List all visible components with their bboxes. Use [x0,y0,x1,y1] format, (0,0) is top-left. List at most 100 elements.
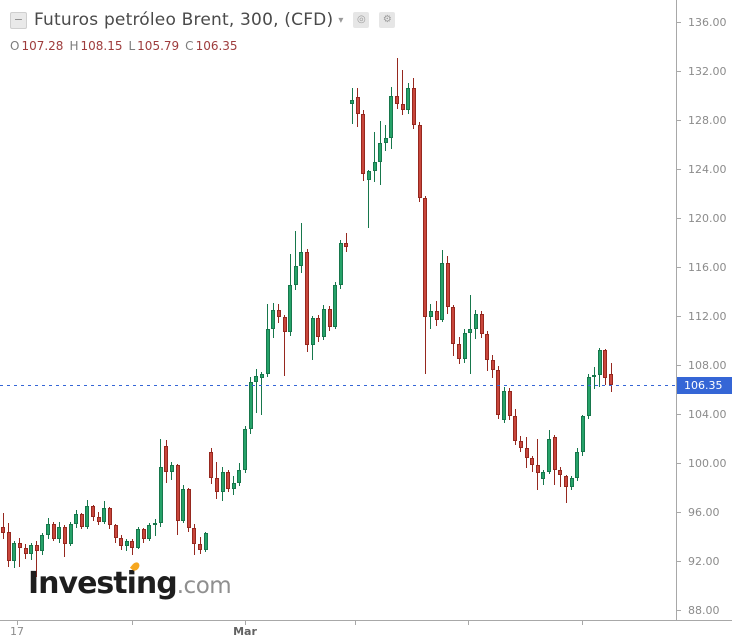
candle-up [124,541,129,547]
price-axis-tick [677,71,681,72]
candle-down [490,360,495,370]
investing-logo: Investing .com [28,560,232,601]
candle-wick [261,372,263,416]
candle-down [198,543,203,550]
price-axis-label: 108.00 [688,359,727,372]
candle-down [119,537,124,547]
candle-up [40,535,45,552]
low-value: L 105.79 [128,39,180,53]
candle-down [513,416,518,441]
price-axis-label: 112.00 [688,310,727,323]
price-axis-tick [677,316,681,317]
candle-up [440,263,445,320]
candle-up [569,477,574,488]
candle-up [293,265,298,286]
candle-down [186,488,191,528]
candle-down [51,524,56,539]
candle-down [276,309,281,318]
price-axis-tick [677,414,681,415]
candle-down [518,440,523,449]
price-axis-label: 132.00 [688,65,727,78]
candle-down [451,307,456,345]
candle-up [169,465,174,472]
candle-up [468,329,473,334]
price-axis-label: 92.00 [688,555,720,568]
gear-icon[interactable]: ⚙ [379,12,396,28]
candle-down [395,95,400,105]
candle-down [175,465,180,521]
price-axis-label: 120.00 [688,212,727,225]
candle-up [575,451,580,478]
candlestick-plot[interactable] [0,0,676,620]
candle-down [226,471,231,489]
candle-up [158,466,163,524]
candle-up [378,143,383,162]
candle-up [462,333,467,359]
candle-down [361,113,366,174]
last-price-line [0,385,676,386]
candle-up [147,525,152,539]
candle-up [502,390,507,421]
candle-up [153,523,157,526]
candle-up [406,88,411,111]
candle-down [344,242,349,248]
candle-up [547,438,552,472]
candle-wick [2,513,4,539]
candle-down [192,527,197,544]
candle-up [46,524,51,536]
candle-down [316,318,321,337]
candle-up [248,382,253,429]
candle-up [271,309,276,330]
candle-down [558,470,563,476]
candle-wick [36,541,38,577]
candle-wick [385,124,387,151]
candle-up [102,508,107,522]
price-axis-tick [677,169,681,170]
candle-up [85,505,90,527]
candle-up [57,526,62,539]
candle-down [91,505,96,517]
candle-wick [396,57,398,109]
candle-down [6,531,11,561]
logo-suffix-text: .com [176,573,232,599]
price-axis-tick [677,365,681,366]
candle-down [34,545,39,552]
candle-up [321,308,326,337]
candle-up [580,416,585,452]
logo-brand-text: Investing [28,560,178,601]
high-value: H 108.15 [69,39,123,53]
candle-up [383,138,388,144]
time-axis-tick [132,621,133,625]
candle-down [282,317,287,332]
candle-down [327,308,332,328]
candle-up [299,252,304,266]
candle-down [530,458,535,466]
candle-wick [351,88,353,124]
candle-down [130,541,135,548]
candle-up [254,376,259,383]
candle-down [411,88,416,125]
chevron-down-icon[interactable]: ▾ [338,14,344,26]
candle-wick [255,368,257,413]
candle-up [310,318,315,346]
candle-down [434,311,439,320]
chart-title: Futuros petróleo Brent, 300, (CFD) [34,10,334,30]
candle-down [496,369,501,416]
price-axis-line [676,0,677,620]
close-value: C 106.35 [185,39,238,53]
chart-header: − Futuros petróleo Brent, 300, (CFD) ▾ ◎… [10,10,396,30]
time-axis-label: Mar [233,625,257,638]
collapse-icon[interactable]: − [10,11,27,29]
price-axis-tick [677,463,681,464]
candle-wick [374,132,376,183]
candle-up [259,373,264,379]
candle-wick [368,170,370,228]
eye-icon[interactable]: ◎ [353,12,370,28]
candle-down [535,465,540,473]
candle-up [597,350,602,375]
time-axis-tick [468,621,469,625]
candle-up [541,471,546,479]
candle-down [552,437,557,471]
price-axis-label: 116.00 [688,261,727,274]
candle-wick [402,69,404,116]
